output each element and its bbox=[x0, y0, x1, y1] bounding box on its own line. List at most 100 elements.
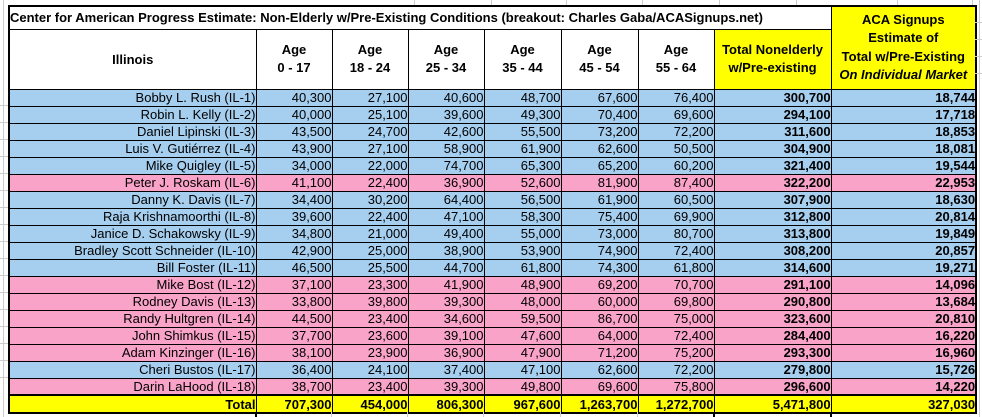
district-cell[interactable]: Cheri Bustos (IL-17) bbox=[8, 360, 257, 379]
age-value-cell[interactable]: 25,500 bbox=[331, 258, 409, 277]
age-value-cell[interactable]: 24,700 bbox=[331, 122, 409, 141]
total-value-cell[interactable]: 312,800 bbox=[713, 207, 832, 226]
age-value-cell[interactable]: 25,000 bbox=[331, 241, 409, 260]
age-value-cell[interactable]: 36,900 bbox=[407, 343, 485, 362]
age-value-cell[interactable]: 37,700 bbox=[255, 326, 333, 345]
age-value-cell[interactable]: 61,900 bbox=[560, 190, 639, 209]
age-value-cell[interactable]: 39,100 bbox=[407, 326, 485, 345]
age-value-cell[interactable]: 23,400 bbox=[331, 309, 409, 328]
age-value-cell[interactable]: 41,900 bbox=[407, 275, 485, 294]
age-value-cell[interactable]: 73,200 bbox=[560, 122, 639, 141]
district-cell[interactable]: Danny K. Davis (IL-7) bbox=[8, 190, 257, 209]
age-value-cell[interactable]: 48,000 bbox=[483, 292, 562, 311]
aca-value-cell[interactable]: 19,271 bbox=[830, 258, 977, 277]
age-value-cell[interactable]: 65,300 bbox=[483, 156, 562, 175]
aca-value-cell[interactable]: 18,630 bbox=[830, 190, 977, 209]
age-value-cell[interactable]: 47,100 bbox=[483, 360, 562, 379]
age-value-cell[interactable]: 39,300 bbox=[407, 377, 485, 396]
aca-value-cell[interactable]: 19,849 bbox=[830, 224, 977, 243]
age-value-cell[interactable]: 55,000 bbox=[483, 224, 562, 243]
district-cell[interactable]: Darin LaHood (IL-18) bbox=[8, 377, 257, 396]
total-value-cell[interactable]: 294,100 bbox=[713, 105, 832, 124]
age-value-cell[interactable]: 64,000 bbox=[560, 326, 639, 345]
age-value-cell[interactable]: 37,100 bbox=[255, 275, 333, 294]
age-value-cell[interactable]: 37,400 bbox=[407, 360, 485, 379]
aca-value-cell[interactable]: 13,684 bbox=[830, 292, 977, 311]
age-value-cell[interactable]: 38,900 bbox=[407, 241, 485, 260]
age-value-cell[interactable]: 34,000 bbox=[255, 156, 333, 175]
age-value-cell[interactable]: 39,300 bbox=[407, 292, 485, 311]
age-value-cell[interactable]: 34,800 bbox=[255, 224, 333, 243]
aca-value-cell[interactable]: 18,744 bbox=[830, 88, 977, 107]
age-value-cell[interactable]: 38,100 bbox=[255, 343, 333, 362]
age-value-cell[interactable]: 56,500 bbox=[483, 190, 562, 209]
age-value-cell[interactable]: 47,600 bbox=[483, 326, 562, 345]
age-value-cell[interactable]: 74,700 bbox=[407, 156, 485, 175]
age-value-cell[interactable]: 58,300 bbox=[483, 207, 562, 226]
age-value-cell[interactable]: 69,600 bbox=[560, 377, 639, 396]
age-value-cell[interactable]: 67,600 bbox=[560, 88, 639, 107]
age-value-cell[interactable]: 76,400 bbox=[637, 88, 715, 107]
age-value-cell[interactable]: 39,600 bbox=[255, 207, 333, 226]
district-cell[interactable]: Bobby L. Rush (IL-1) bbox=[8, 88, 257, 107]
age-value-cell[interactable]: 74,900 bbox=[560, 241, 639, 260]
age-value-cell[interactable]: 25,100 bbox=[331, 105, 409, 124]
district-cell[interactable]: Randy Hultgren (IL-14) bbox=[8, 309, 257, 328]
total-age-value-cell[interactable]: 967,600 bbox=[483, 394, 562, 414]
aca-value-cell[interactable]: 14,220 bbox=[830, 377, 977, 396]
age-value-cell[interactable]: 40,300 bbox=[255, 88, 333, 107]
age-value-cell[interactable]: 43,900 bbox=[255, 139, 333, 158]
age-value-cell[interactable]: 70,700 bbox=[637, 275, 715, 294]
age-value-cell[interactable]: 49,800 bbox=[483, 377, 562, 396]
age-value-cell[interactable]: 80,700 bbox=[637, 224, 715, 243]
age-value-cell[interactable]: 22,400 bbox=[331, 207, 409, 226]
aca-value-cell[interactable]: 18,081 bbox=[830, 139, 977, 158]
age-value-cell[interactable]: 36,900 bbox=[407, 173, 485, 192]
district-cell[interactable]: Janice D. Schakowsky (IL-9) bbox=[8, 224, 257, 243]
district-cell[interactable]: Bill Foster (IL-11) bbox=[8, 258, 257, 277]
district-cell[interactable]: Raja Krishnamoorthi (IL-8) bbox=[8, 207, 257, 226]
district-cell[interactable]: Daniel Lipinski (IL-3) bbox=[8, 122, 257, 141]
total-value-cell[interactable]: 308,200 bbox=[713, 241, 832, 260]
aca-value-cell[interactable]: 14,096 bbox=[830, 275, 977, 294]
age-column-header-55-64[interactable]: Age 55 - 64 bbox=[637, 28, 715, 90]
total-age-value-cell[interactable]: 707,300 bbox=[255, 394, 333, 414]
total-age-value-cell[interactable]: 454,000 bbox=[331, 394, 409, 414]
age-value-cell[interactable]: 36,400 bbox=[255, 360, 333, 379]
total-value-cell[interactable]: 314,600 bbox=[713, 258, 832, 277]
age-value-cell[interactable]: 23,300 bbox=[331, 275, 409, 294]
age-value-cell[interactable]: 41,100 bbox=[255, 173, 333, 192]
age-value-cell[interactable]: 64,400 bbox=[407, 190, 485, 209]
table-title[interactable]: Center for American Progress Estimate: N… bbox=[8, 5, 832, 30]
age-value-cell[interactable]: 34,400 bbox=[255, 190, 333, 209]
district-cell[interactable]: John Shimkus (IL-15) bbox=[8, 326, 257, 345]
state-header[interactable]: Illinois bbox=[8, 28, 257, 90]
total-value-cell[interactable]: 321,400 bbox=[713, 156, 832, 175]
age-value-cell[interactable]: 30,200 bbox=[331, 190, 409, 209]
district-cell[interactable]: Luis V. Gutiérrez (IL-4) bbox=[8, 139, 257, 158]
aca-value-cell[interactable]: 15,726 bbox=[830, 360, 977, 379]
age-value-cell[interactable]: 50,500 bbox=[637, 139, 715, 158]
age-value-cell[interactable]: 46,500 bbox=[255, 258, 333, 277]
district-cell[interactable]: Peter J. Roskam (IL-6) bbox=[8, 173, 257, 192]
age-value-cell[interactable]: 69,800 bbox=[637, 292, 715, 311]
age-value-cell[interactable]: 60,000 bbox=[560, 292, 639, 311]
aca-value-cell[interactable]: 18,853 bbox=[830, 122, 977, 141]
age-value-cell[interactable]: 43,500 bbox=[255, 122, 333, 141]
aca-value-cell[interactable]: 20,810 bbox=[830, 309, 977, 328]
age-value-cell[interactable]: 73,000 bbox=[560, 224, 639, 243]
district-cell[interactable]: Rodney Davis (IL-13) bbox=[8, 292, 257, 311]
age-value-cell[interactable]: 61,800 bbox=[637, 258, 715, 277]
age-value-cell[interactable]: 74,300 bbox=[560, 258, 639, 277]
total-value-cell[interactable]: 307,900 bbox=[713, 190, 832, 209]
total-age-value-cell[interactable]: 806,300 bbox=[407, 394, 485, 414]
age-value-cell[interactable]: 86,700 bbox=[560, 309, 639, 328]
age-value-cell[interactable]: 60,500 bbox=[637, 190, 715, 209]
age-value-cell[interactable]: 42,600 bbox=[407, 122, 485, 141]
aca-value-cell[interactable]: 20,814 bbox=[830, 207, 977, 226]
age-value-cell[interactable]: 87,400 bbox=[637, 173, 715, 192]
age-value-cell[interactable]: 48,700 bbox=[483, 88, 562, 107]
total-value-cell[interactable]: 279,800 bbox=[713, 360, 832, 379]
age-value-cell[interactable]: 49,300 bbox=[483, 105, 562, 124]
age-value-cell[interactable]: 39,600 bbox=[407, 105, 485, 124]
